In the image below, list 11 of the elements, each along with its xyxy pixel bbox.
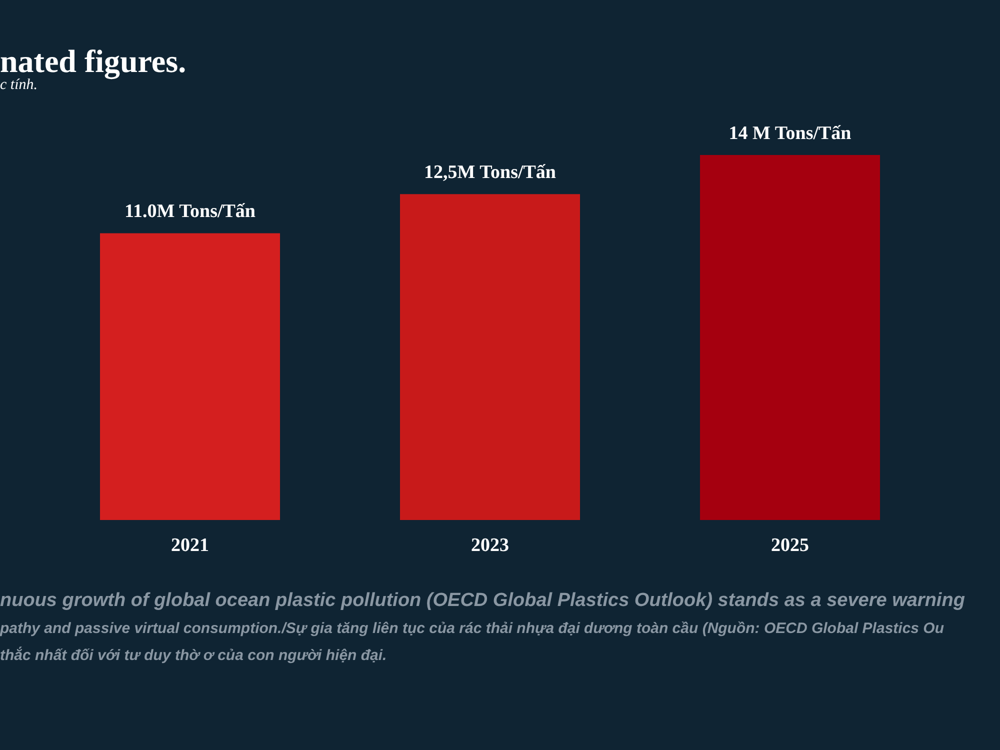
text: nuous growth of global ocean plastic pollution (OECD Global Plastics Outlook) stands as a severe warning — [0, 590, 966, 611]
text: pathy and passive virtual consumption./Sự gia tăng liên tục của rác thải nhựa đại dương toàn cầu (Nguồn: OECD Global Plastics Ou — [0, 620, 944, 637]
data-label: 12,5M Tons/Tấn — [424, 162, 556, 184]
chart-title: nated figures. — [0, 43, 186, 80]
data-label: 14 M Tons/Tấn — [728, 123, 852, 144]
data-label: 11.0M Tons/Tấn — [124, 201, 256, 222]
text: thắc nhất đối với tư duy thờ ơ của con người hiện đại. — [0, 646, 387, 664]
x-tick-label: 2021 — [171, 535, 209, 556]
chart-subtitle: c tính. — [0, 77, 38, 93]
x-tick-label: 2025 — [771, 535, 809, 556]
x-tick-label: 2023 — [471, 535, 509, 556]
